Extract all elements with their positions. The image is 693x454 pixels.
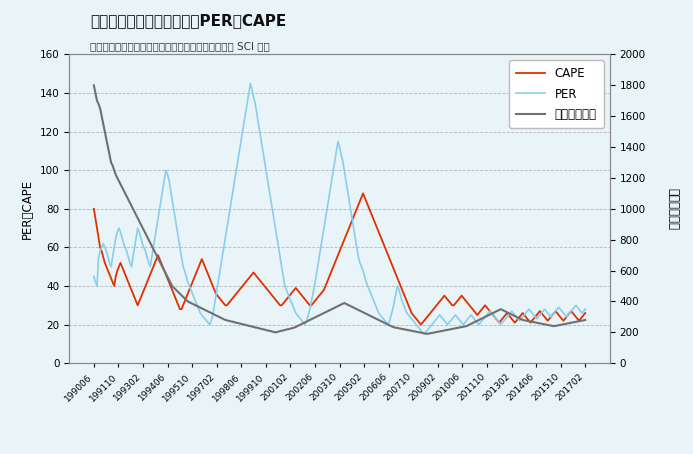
Line: PER: PER xyxy=(94,84,586,334)
単純株価平均 xyxy=(421,331,430,336)
PER xyxy=(392,291,400,296)
単純株価平均 xyxy=(561,321,569,327)
PER xyxy=(103,248,111,254)
CAPE xyxy=(425,312,433,318)
単純株価平均 xyxy=(423,331,431,336)
単純株価平均 xyxy=(103,137,111,142)
CAPE xyxy=(562,314,570,320)
PER xyxy=(360,274,369,279)
単純株価平均 xyxy=(359,310,367,315)
単純株価平均 xyxy=(419,330,427,336)
CAPE xyxy=(360,194,369,200)
単純株価平均 xyxy=(581,317,590,323)
PER xyxy=(425,326,433,331)
Line: 単純株価平均: 単純株価平均 xyxy=(94,85,586,334)
Legend: CAPE, PER, 単純株価平均: CAPE, PER, 単純株価平均 xyxy=(509,60,604,128)
単純株価平均 xyxy=(390,325,398,330)
Y-axis label: PER・CAPE: PER・CAPE xyxy=(21,179,34,239)
CAPE xyxy=(359,191,367,196)
CAPE xyxy=(416,322,425,327)
CAPE xyxy=(421,316,430,321)
CAPE xyxy=(392,271,400,277)
PER xyxy=(420,331,428,337)
PER xyxy=(421,330,430,335)
PER xyxy=(89,274,98,279)
CAPE xyxy=(581,310,590,316)
Y-axis label: 単純株価平均: 単純株価平均 xyxy=(667,188,680,230)
PER xyxy=(246,81,254,86)
CAPE xyxy=(103,264,111,269)
PER xyxy=(562,314,570,320)
CAPE xyxy=(89,206,98,212)
Text: 東証一部の単純株価平均、PERとCAPE: 東証一部の単純株価平均、PERとCAPE xyxy=(90,14,286,29)
Line: CAPE: CAPE xyxy=(94,193,586,325)
Text: 出典：東証、東証統計年報、証券統計年報より浜町 SCI 作成: 出典：東証、東証統計年報、証券統計年報より浜町 SCI 作成 xyxy=(90,41,270,51)
単純株価平均 xyxy=(89,83,98,88)
PER xyxy=(581,306,590,312)
